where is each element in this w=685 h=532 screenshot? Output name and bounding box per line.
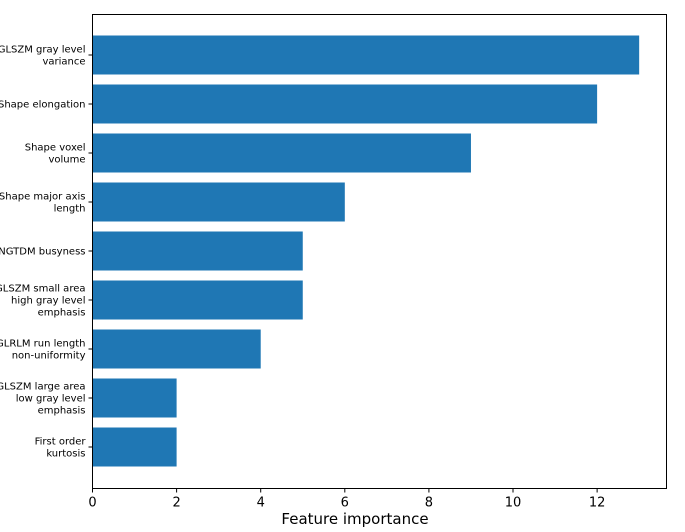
y-tick-label: GLSZM large area low gray level emphasis [0, 382, 86, 417]
y-tick-label-line: NGTDM busyness [0, 247, 86, 258]
y-tick-label-line: Shape voxel [25, 143, 86, 154]
bar [92, 329, 261, 369]
y-tick-label: GLRLM run length non-uniformity [0, 339, 86, 362]
bar [92, 427, 177, 467]
x-tick-label: 6 [341, 496, 349, 511]
y-tick-label-line: length [54, 204, 86, 215]
y-tick-label: First order kurtosis [35, 437, 87, 460]
bar [92, 182, 345, 222]
y-tick-label: Shape voxel volume [25, 143, 86, 166]
y-tick-label: NGTDM busyness [0, 247, 86, 258]
y-tick-label-line: emphasis [38, 308, 86, 319]
bars-layer [92, 35, 640, 467]
x-tick-label: 10 [505, 496, 522, 511]
y-tick-label-line: kurtosis [46, 449, 85, 460]
y-tick-label: Shape major axis length [0, 192, 86, 215]
y-tick-label: GLSZM gray level variance [0, 45, 86, 68]
y-ticks-layer: GLSZM gray level variance Shape elongation… [0, 45, 93, 460]
y-tick-label: GLSZM small area high gray level emphasis [0, 284, 86, 319]
y-tick-label-line: high gray level [11, 296, 85, 307]
y-tick-label-line: GLRLM run length [0, 339, 86, 350]
bar [92, 84, 598, 124]
bar [92, 35, 640, 75]
x-tick-label: 0 [88, 496, 96, 511]
x-axis-label: Feature importance [281, 510, 428, 528]
y-tick-label-line: GLSZM small area [0, 284, 86, 295]
y-tick-label-line: volume [48, 155, 85, 166]
y-tick-label-line: GLSZM gray level [0, 45, 86, 56]
x-ticks-layer: 0 2 4 6 8 10 12 [88, 488, 606, 511]
bar [92, 378, 177, 418]
bar [92, 231, 303, 271]
bar [92, 280, 303, 320]
y-tick-label-line: variance [42, 57, 85, 68]
x-tick-label: 12 [589, 496, 606, 511]
bar [92, 133, 471, 173]
y-tick-label-line: First order [35, 437, 87, 448]
x-tick-label: 2 [172, 496, 180, 511]
y-tick-label-line: GLSZM large area [0, 382, 86, 393]
x-tick-label: 4 [257, 496, 265, 511]
y-tick-label-line: non-uniformity [12, 351, 86, 362]
plot-area-frame [92, 14, 667, 489]
y-tick-label: Shape elongation [0, 100, 86, 111]
y-tick-label-line: Shape major axis [0, 192, 86, 203]
y-tick-label-line: low gray level [16, 394, 86, 405]
y-tick-label-line: Shape elongation [0, 100, 86, 111]
x-tick-label: 8 [425, 496, 433, 511]
y-tick-label-line: emphasis [38, 406, 86, 417]
